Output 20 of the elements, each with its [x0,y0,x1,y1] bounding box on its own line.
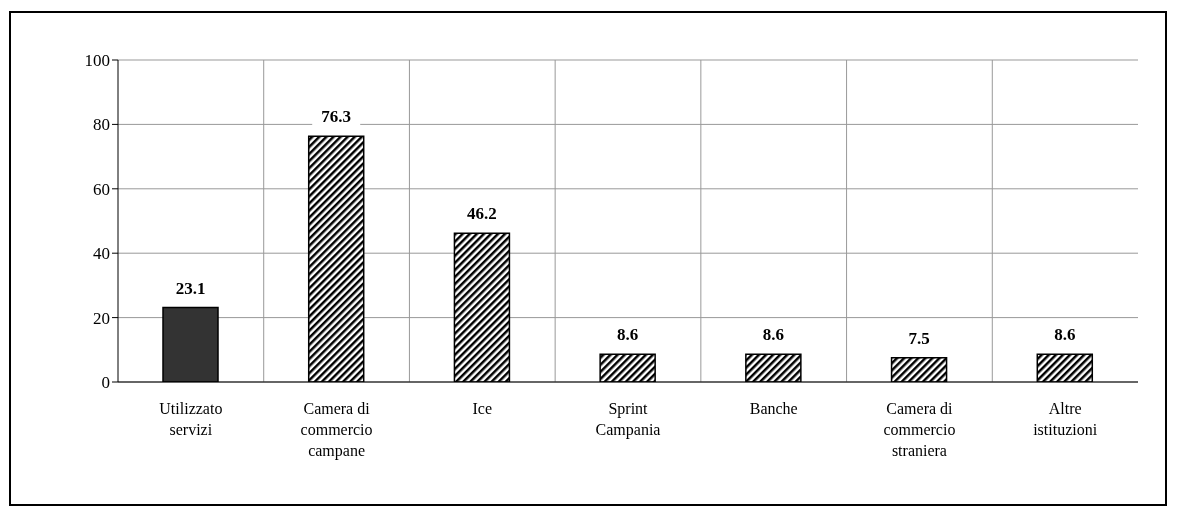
x-tick-label: Camera di commercio straniera [883,400,956,459]
x-tick-label: Ice [472,400,493,417]
y-tick-label: 20 [93,308,110,328]
y-tick-label: 60 [93,179,110,199]
x-tick-label: Altre istituzioni [1033,400,1098,438]
data-label: 46.2 [467,204,497,224]
x-tick-label: Banche [749,400,798,417]
data-label: 8.6 [1054,325,1076,345]
x-tick-label: Sprint Campania [595,400,661,439]
x-tick-label: Utilizzato servizi [159,400,223,438]
x-tick-label: Camera di commercio campane [300,400,373,460]
y-tick-label: 0 [101,373,110,393]
y-tick-label: 40 [93,244,110,264]
data-label: 76.3 [321,107,352,127]
y-tick-label: 80 [93,115,110,135]
data-label: 8.6 [617,325,639,345]
data-label: 23.1 [175,278,206,298]
data-label: 7.5 [908,328,930,348]
y-tick-label: 100 [84,51,110,71]
data-label: 8.6 [762,325,784,345]
